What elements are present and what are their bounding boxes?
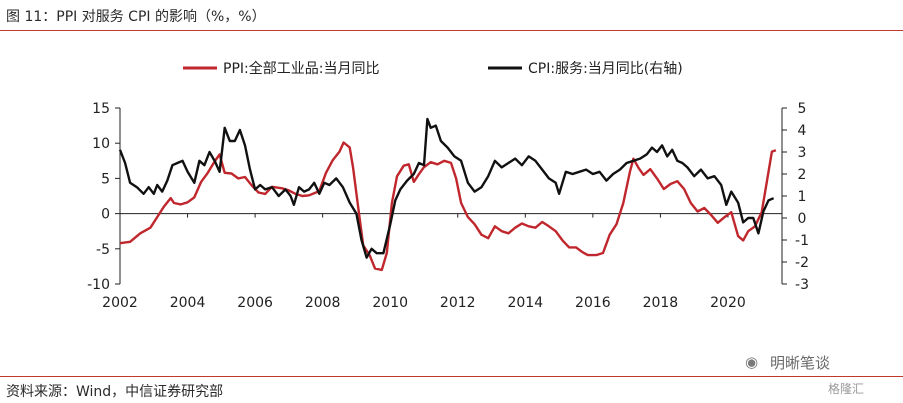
right-tick-label: -2 [795,255,809,271]
left-tick-label: 15 [92,101,110,117]
ppi-series-line [119,141,777,272]
x-tick-label: 2008 [305,295,341,311]
legend-ppi-label: PPI:全部工业品:当月同比 [223,60,379,77]
right-tick-label: 1 [798,189,807,205]
right-tick-label: 4 [798,123,807,139]
legend-cpi-label: CPI:服务:当月同比(右轴) [528,61,683,77]
right-tick-label: -3 [795,277,809,293]
left-tick-label: -5 [96,242,110,258]
cpi-series-line [118,117,775,259]
x-tick-label: 2004 [170,295,206,311]
right-tick-label: 5 [798,101,807,117]
left-tick-label: 10 [92,136,110,152]
watermark-text: 明晰笔谈 [770,354,831,372]
watermark-logo-text: 格隆汇 [828,382,865,396]
top-divider [0,30,903,31]
x-tick-label: 2002 [102,295,138,311]
left-tick-label: 0 [101,207,110,223]
x-tick-label: 2016 [575,295,611,311]
x-tick-label: 2012 [440,295,476,311]
source-note: 资料来源：Wind，中信证券研究部 [6,384,224,400]
bottom-divider [0,376,903,377]
wechat-icon: ◉ [745,353,759,371]
figure-title: 图 11：PPI 对服务 CPI 的影响（%，%） [6,9,266,25]
plot-area [118,117,777,272]
x-tick-label: 2006 [237,295,273,311]
x-tick-label: 2014 [507,295,543,311]
chart-legend: PPI:全部工业品:当月同比 CPI:服务:当月同比(右轴) [183,60,683,77]
x-tick-label: 2010 [372,295,408,311]
x-tick-label: 2018 [643,295,679,311]
left-tick-label: 5 [101,171,110,187]
x-tick-label: 2020 [710,295,746,311]
right-tick-label: 2 [798,167,807,183]
right-tick-label: 0 [798,211,807,227]
right-tick-label: 3 [798,145,807,161]
right-tick-label: -1 [795,233,809,249]
left-tick-label: -10 [87,277,110,293]
